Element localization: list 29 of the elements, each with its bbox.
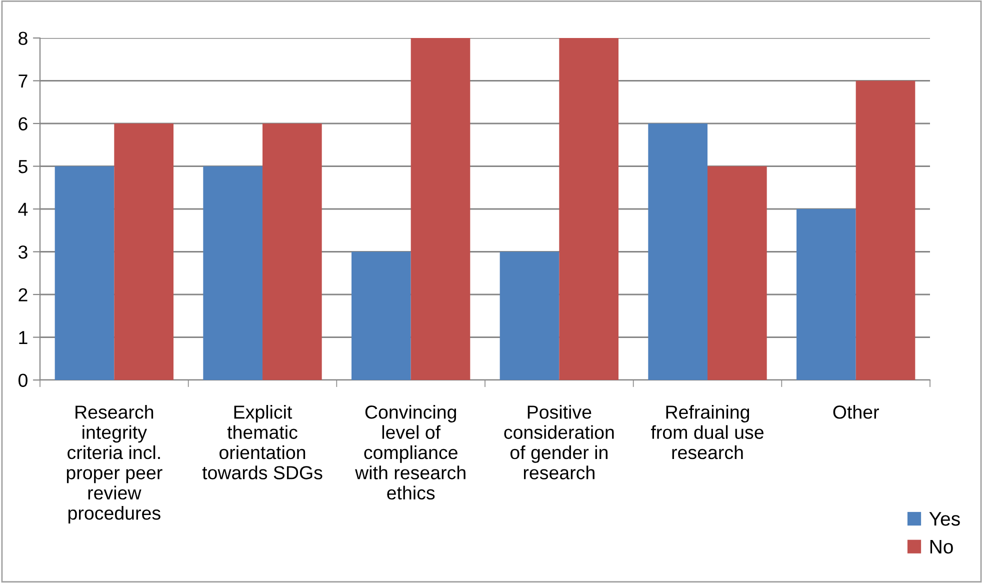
legend-label: No [930,540,953,554]
bar [262,124,322,380]
x-tick-label: Convincing level of compliance with research ethics [355,405,466,500]
bar [559,38,618,380]
y-tick-label: 8 [18,32,28,45]
bar [648,124,708,380]
x-tick-label: Explicit thematic orientation towards SDGs [202,405,322,480]
bar [203,166,262,380]
legend-label: Yes [929,512,960,526]
y-tick-label: 0 [18,374,28,387]
y-tick-label: 2 [18,288,28,302]
y-tick-label: 3 [18,245,28,259]
y-tick-label: 1 [19,331,28,344]
y-tick-label: 6 [18,117,28,130]
x-tick-label: Research integrity criteria incl. proper peer review procedures [66,405,162,524]
bar [708,166,767,380]
bar [500,252,560,380]
x-tick-label: Other [833,405,879,419]
bar [54,166,114,380]
bar [352,252,411,380]
bar [410,38,470,380]
y-tick-label: 7 [18,74,28,88]
bar [856,80,916,380]
bar [114,124,174,380]
y-tick-label: 4 [18,202,28,216]
bar [796,209,856,380]
x-tick-label: Refraining from dual use research [650,405,764,460]
x-tick-label: Positive consideration of gender in research [504,405,614,480]
y-tick-label: 5 [18,160,28,174]
